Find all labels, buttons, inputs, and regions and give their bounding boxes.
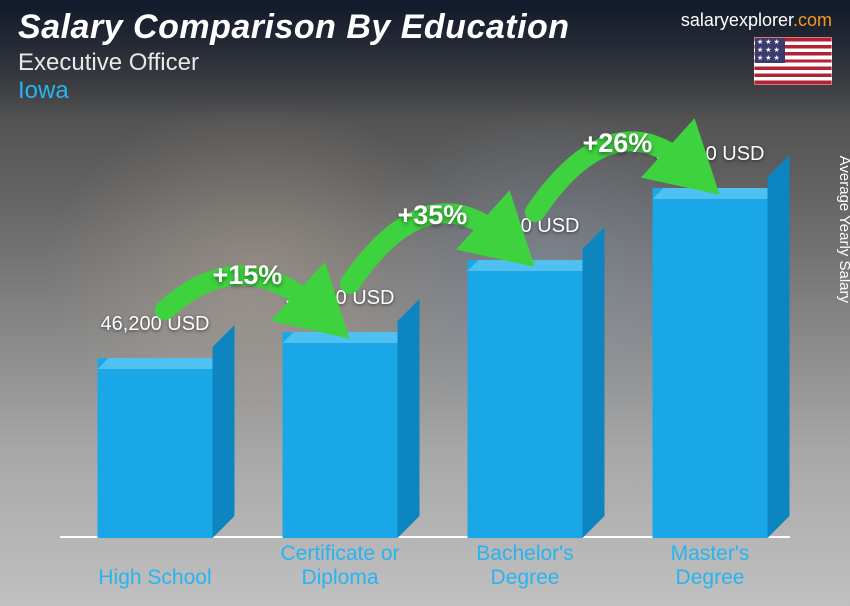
brand-prefix: salaryexplorer bbox=[681, 10, 793, 30]
brand-suffix: .com bbox=[793, 10, 832, 30]
bar-category-label: Certificate orDiploma bbox=[280, 542, 399, 590]
percent-increase-label: +26% bbox=[583, 128, 653, 159]
bar-category-label: Master'sDegree bbox=[671, 542, 750, 590]
bar-category-label: High School bbox=[98, 566, 211, 590]
flag-icon bbox=[754, 37, 832, 85]
bar-category-label: Bachelor'sDegree bbox=[476, 542, 573, 590]
increase-arc bbox=[60, 108, 790, 538]
percent-increase-label: +15% bbox=[213, 260, 283, 291]
brand-block: salaryexplorer.com bbox=[681, 10, 832, 85]
y-axis-label: Average Yearly Salary bbox=[836, 156, 850, 303]
brand-text: salaryexplorer.com bbox=[681, 10, 832, 31]
percent-increase-label: +35% bbox=[398, 200, 468, 231]
